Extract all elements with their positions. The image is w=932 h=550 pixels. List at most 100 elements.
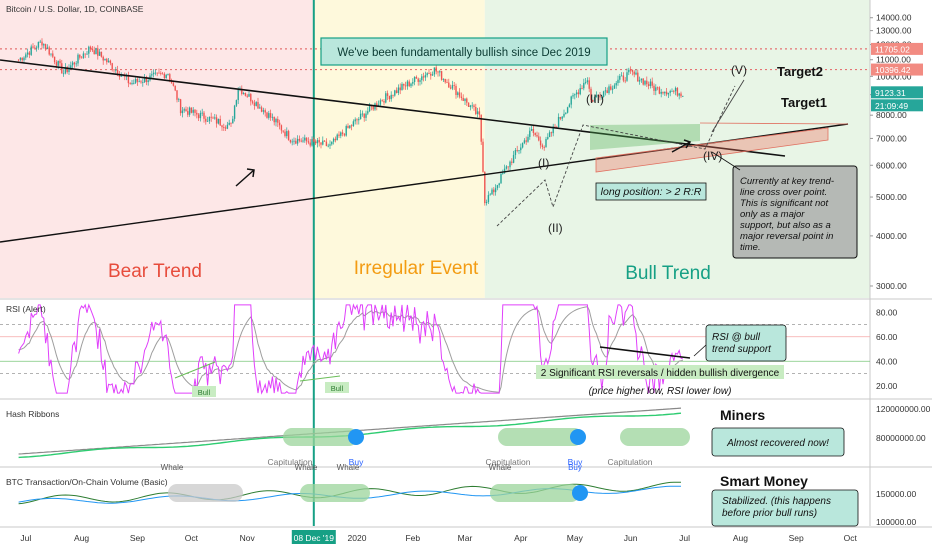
candle-body <box>367 111 369 114</box>
price-tick-label: 14000.00 <box>876 13 912 23</box>
candle-body <box>201 112 203 114</box>
wave-v-pointer <box>711 79 745 133</box>
candle-body <box>39 41 41 43</box>
candle-body <box>611 88 614 90</box>
candle-body <box>507 166 509 168</box>
candle-body <box>167 74 169 75</box>
candle-body <box>138 81 140 83</box>
candle-body <box>478 111 481 115</box>
candle-body <box>275 118 277 123</box>
candle-body <box>82 53 85 58</box>
candle-body <box>401 83 403 91</box>
candle-body <box>413 76 416 82</box>
candle-body <box>188 107 191 115</box>
bull-trend-label: Bull Trend <box>625 263 711 284</box>
candle-body <box>57 60 59 66</box>
wave-label-i: (I) <box>538 156 549 170</box>
channel-upper <box>699 122 849 125</box>
candle-body <box>194 109 196 113</box>
candle-body <box>305 137 308 142</box>
candle-body <box>584 82 587 83</box>
candle-body <box>494 188 497 193</box>
candle-body <box>152 72 155 75</box>
candle-body <box>437 71 439 73</box>
rsi-bull-line-2 <box>299 375 341 382</box>
candle-body <box>35 47 38 49</box>
buy-dot-1 <box>348 429 364 445</box>
candle-body <box>485 201 488 204</box>
time-tick-label: Jun <box>624 533 638 543</box>
candle-body <box>442 78 445 80</box>
candle-body <box>75 63 77 65</box>
candle-body <box>534 132 536 136</box>
candle-body <box>316 140 319 144</box>
candle-body <box>264 110 266 113</box>
candle-body <box>615 83 617 86</box>
candle-body <box>674 87 677 92</box>
candle-body <box>134 78 137 83</box>
time-axis: Jul Aug Sep Oct Nov 2020 Feb Mar Apr May Jun Jul Aug… <box>20 533 857 543</box>
candle-body <box>269 113 272 118</box>
candle-body <box>509 161 511 168</box>
candle-body <box>300 140 302 142</box>
bear-zone <box>0 0 314 298</box>
candle-body <box>552 126 554 134</box>
candle-body <box>183 109 185 111</box>
candle-body <box>116 69 119 75</box>
candle-body <box>404 85 407 87</box>
candle-body <box>349 125 351 128</box>
candle-body <box>667 92 670 95</box>
candle-body <box>127 75 130 84</box>
time-tick-label: Sep <box>789 533 804 543</box>
candle-body <box>365 113 367 118</box>
candle-body <box>284 131 286 137</box>
candle-body <box>568 104 571 108</box>
price-note-text: line cross over point. <box>740 187 827 198</box>
candle-body <box>410 83 412 87</box>
candle-body <box>89 46 92 49</box>
candle-body <box>646 80 648 85</box>
candle-body <box>518 150 520 151</box>
candle-body <box>169 74 171 81</box>
candle-body <box>372 106 374 110</box>
rsi-note-text: RSI @ bull <box>712 332 761 343</box>
candle-body <box>318 140 320 143</box>
bull-marker-1-bg <box>192 386 216 397</box>
hash-title: Hash Ribbons <box>6 409 59 419</box>
candle-body <box>543 146 545 148</box>
target2-price-tag-bg <box>871 42 923 55</box>
target1-price-tag-bg <box>871 63 923 76</box>
candle-body <box>86 53 88 55</box>
candle-body <box>163 73 166 79</box>
candle-body <box>125 75 128 77</box>
candle-body <box>525 140 527 142</box>
candle-body <box>260 107 263 112</box>
banner-text: We've been fundamentally bullish since D… <box>337 47 590 59</box>
volume-capsule-2 <box>300 484 370 502</box>
candle-body <box>287 131 290 141</box>
candle-body <box>203 112 205 119</box>
price-tick-label: 7000.00 <box>876 133 907 143</box>
candle-body <box>662 91 664 94</box>
candle-body <box>255 102 257 106</box>
candle-body <box>577 92 580 95</box>
candle-body <box>572 95 574 97</box>
candle-body <box>332 138 335 142</box>
candle-body <box>356 119 358 121</box>
candle-body <box>482 141 484 172</box>
candle-body <box>583 82 585 89</box>
candle-body <box>235 100 238 106</box>
candle-body <box>586 80 589 83</box>
candle-body <box>196 112 198 115</box>
elliott-wave-path <box>496 85 736 227</box>
candle-body <box>635 72 637 75</box>
candle-body <box>50 53 52 55</box>
candle-body <box>320 142 322 145</box>
candle-body <box>115 69 117 71</box>
candle-body <box>527 136 529 142</box>
candle-body <box>529 130 531 137</box>
candle-body <box>341 132 344 135</box>
candle-body <box>385 93 387 103</box>
price-note-text: time. <box>740 242 761 253</box>
